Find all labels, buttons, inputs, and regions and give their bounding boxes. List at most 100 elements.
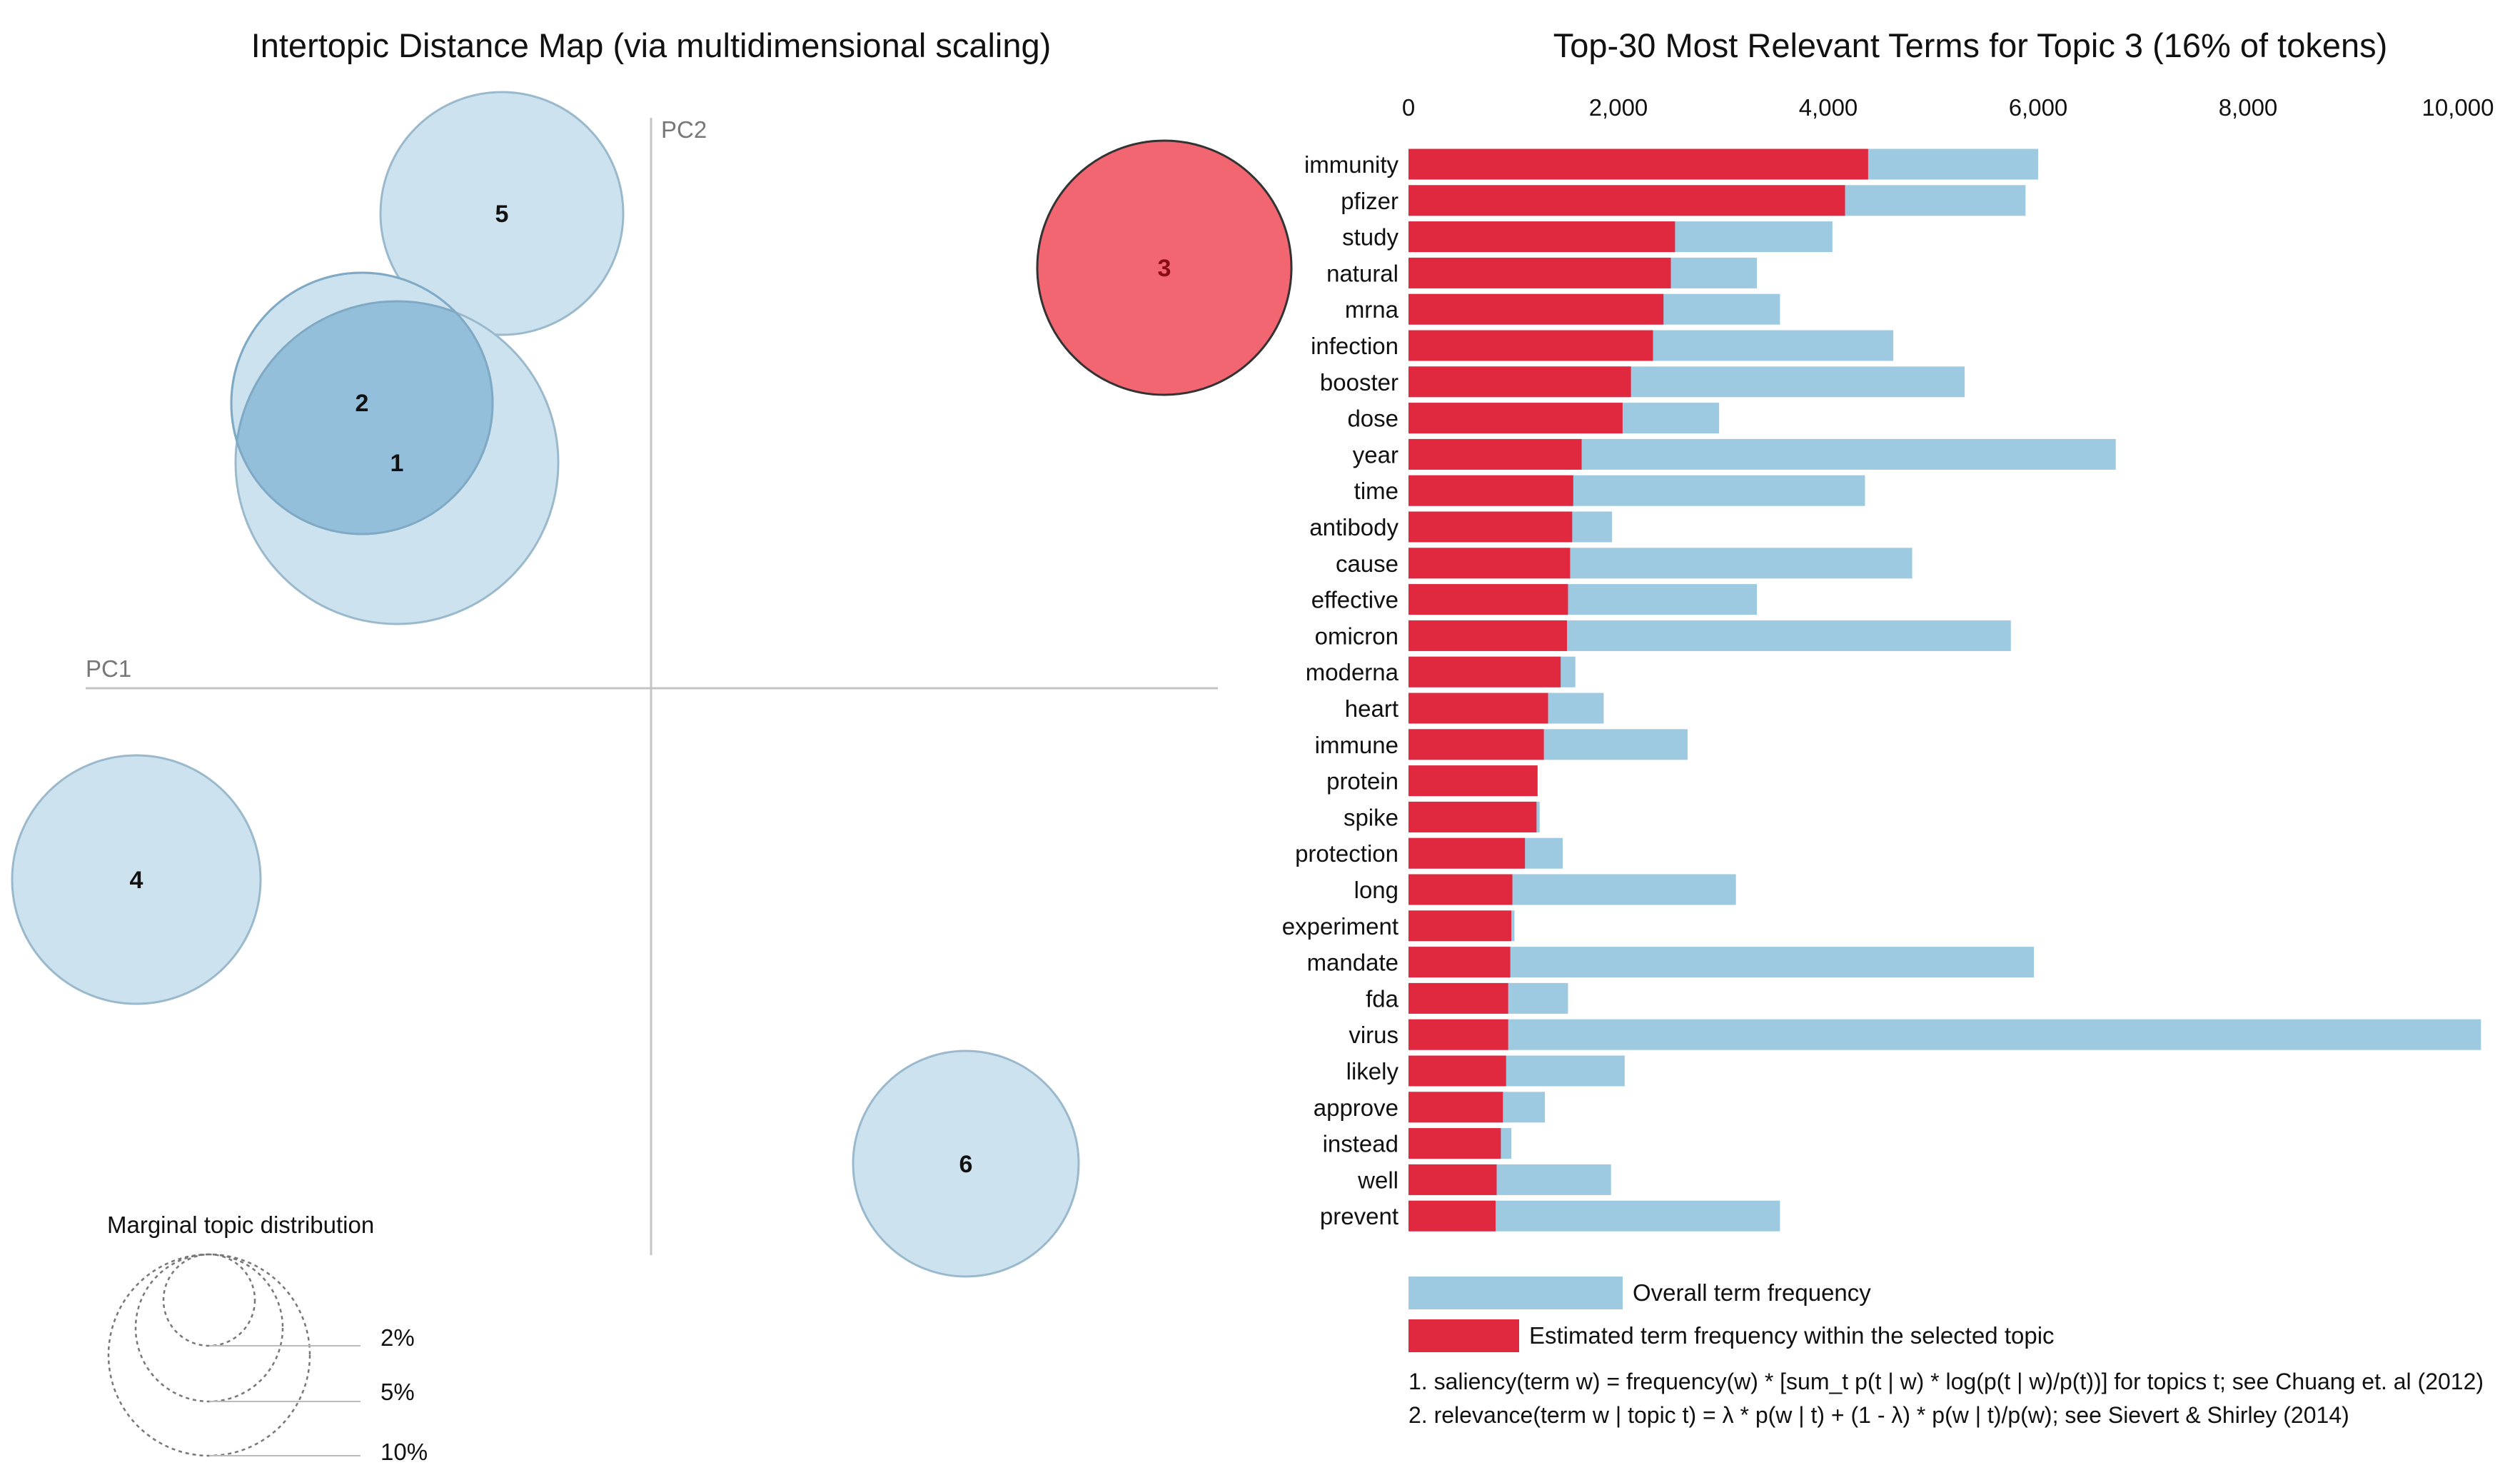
bar-topic-immunity[interactable] [1408, 148, 1868, 180]
term-label-mrna[interactable]: mrna [1345, 296, 1399, 323]
bar-topic-virus[interactable] [1408, 1019, 1508, 1050]
bar-overall-mandate[interactable] [1408, 947, 2035, 978]
bar-topic-booster[interactable] [1408, 366, 1631, 398]
bar-topic-mrna[interactable] [1408, 293, 1664, 325]
bar-topic-experiment[interactable] [1408, 910, 1512, 942]
term-label-approve[interactable]: approve [1314, 1094, 1398, 1121]
bar-topic-heart[interactable] [1408, 693, 1548, 724]
term-labels: immunity pfizer study natural mrna infection b… [1282, 151, 1399, 1229]
legend-swatch-overall [1408, 1277, 1623, 1309]
legend-label-estimated: Estimated term frequency within the sele… [1529, 1322, 2055, 1349]
bar-topic-study[interactable] [1408, 221, 1675, 253]
bar-topic-protein[interactable] [1408, 765, 1538, 797]
pc2-label: PC2 [661, 116, 707, 143]
bar-chart-title: Top-30 Most Relevant Terms for Topic 3 (… [1553, 26, 2388, 64]
marginal-legend-title: Marginal topic distribution [107, 1212, 374, 1238]
term-label-well[interactable]: well [1357, 1167, 1398, 1193]
topic-label-3: 3 [1158, 255, 1171, 282]
term-label-protein[interactable]: protein [1326, 768, 1398, 795]
saliency-note: 1. saliency(term w) = frequency(w) * [su… [1408, 1369, 2484, 1394]
x-tick-label: 8,000 [2219, 94, 2278, 121]
topic-circle-4[interactable] [11, 754, 262, 1005]
x-tick-label: 2,000 [1589, 94, 1648, 121]
x-tick-label: 6,000 [2009, 94, 2068, 121]
topic-label-5: 5 [495, 201, 509, 228]
term-label-immunity[interactable]: immunity [1304, 151, 1399, 178]
marginal-circle-5pct [134, 1253, 284, 1403]
bar-legend: Overall term frequency Estimated term fr… [1408, 1277, 2055, 1352]
marginal-distribution-legend: Marginal topic distribution 2% 5% 10% [107, 1212, 428, 1465]
legend-label-overall: Overall term frequency [1633, 1279, 1871, 1306]
bar-topic-year[interactable] [1408, 438, 1582, 470]
x-axis-ticks: 0 2,000 4,000 6,000 8,000 10,000 [1402, 94, 2494, 121]
term-label-spike[interactable]: spike [1344, 804, 1398, 830]
term-label-natural[interactable]: natural [1326, 260, 1398, 286]
bar-topic-long[interactable] [1408, 874, 1513, 905]
topic-frequency-bars [1408, 148, 1868, 1232]
term-label-year[interactable]: year [1353, 441, 1398, 468]
term-label-omicron[interactable]: omicron [1315, 623, 1398, 649]
marginal-circle-10pct [107, 1253, 311, 1457]
bar-topic-well[interactable] [1408, 1164, 1497, 1195]
x-tick-label: 0 [1402, 94, 1415, 121]
bar-topic-immune[interactable] [1408, 729, 1544, 760]
term-label-antibody[interactable]: antibody [1309, 514, 1398, 540]
bar-topic-infection[interactable] [1408, 330, 1653, 361]
topic-circle-2-outline [230, 271, 494, 535]
marginal-label-5pct: 5% [380, 1379, 415, 1405]
topic-label-1: 1 [390, 450, 404, 477]
topic-label-6: 6 [959, 1151, 973, 1178]
bar-topic-dose[interactable] [1408, 403, 1623, 434]
term-label-protection[interactable]: protection [1295, 840, 1398, 867]
relevance-note: 2. relevance(term w | topic t) = λ * p(w… [1408, 1402, 2349, 1428]
topic-circle-6[interactable] [852, 1049, 1080, 1278]
term-label-booster[interactable]: booster [1320, 369, 1398, 396]
x-tick-label: 10,000 [2422, 94, 2494, 121]
term-label-instead[interactable]: instead [1323, 1131, 1398, 1157]
topic-circle-3-selected[interactable] [1036, 139, 1293, 396]
bar-topic-fda[interactable] [1408, 982, 1508, 1014]
bar-topic-effective[interactable] [1408, 584, 1568, 615]
bar-topic-prevent[interactable] [1408, 1200, 1496, 1232]
term-label-pfizer[interactable]: pfizer [1341, 188, 1398, 214]
term-label-immune[interactable]: immune [1315, 732, 1398, 758]
bar-topic-moderna[interactable] [1408, 656, 1561, 688]
term-label-dose[interactable]: dose [1347, 406, 1398, 432]
bar-topic-likely[interactable] [1408, 1055, 1506, 1087]
term-label-time[interactable]: time [1354, 478, 1398, 504]
term-label-prevent[interactable]: prevent [1320, 1203, 1398, 1229]
term-label-mandate[interactable]: mandate [1307, 950, 1398, 976]
marginal-label-2pct: 2% [380, 1324, 415, 1351]
term-label-effective[interactable]: effective [1311, 587, 1398, 613]
bar-topic-natural[interactable] [1408, 257, 1671, 288]
bar-topic-antibody[interactable] [1408, 511, 1573, 543]
bar-topic-approve[interactable] [1408, 1092, 1503, 1123]
bar-overall-virus[interactable] [1408, 1019, 2481, 1050]
intertopic-distance-map: Intertopic Distance Map (via multidimens… [11, 26, 1293, 1465]
bar-topic-instead[interactable] [1408, 1128, 1501, 1159]
term-label-likely[interactable]: likely [1346, 1058, 1399, 1084]
top-terms-chart: Top-30 Most Relevant Terms for Topic 3 (… [1282, 26, 2494, 1428]
marginal-label-10pct: 10% [380, 1439, 428, 1465]
term-label-fda[interactable]: fda [1366, 985, 1399, 1012]
term-label-heart[interactable]: heart [1345, 695, 1398, 722]
bar-topic-spike[interactable] [1408, 801, 1537, 832]
bar-topic-cause[interactable] [1408, 548, 1571, 579]
term-label-study[interactable]: study [1342, 224, 1398, 251]
term-label-long[interactable]: long [1354, 877, 1398, 903]
term-label-experiment[interactable]: experiment [1282, 913, 1398, 940]
term-label-virus[interactable]: virus [1349, 1022, 1398, 1048]
bar-topic-mandate[interactable] [1408, 947, 1511, 978]
bar-topic-protection[interactable] [1408, 837, 1526, 869]
topic-label-4: 4 [130, 867, 143, 894]
bar-topic-omicron[interactable] [1408, 620, 1567, 651]
bar-topic-time[interactable] [1408, 475, 1573, 506]
legend-swatch-estimated [1408, 1319, 1519, 1352]
term-label-moderna[interactable]: moderna [1306, 659, 1399, 685]
term-label-cause[interactable]: cause [1336, 550, 1398, 577]
topic-label-2: 2 [356, 390, 369, 417]
bar-topic-pfizer[interactable] [1408, 185, 1845, 216]
topic-circle-5[interactable] [379, 91, 625, 336]
term-label-infection[interactable]: infection [1311, 333, 1398, 359]
